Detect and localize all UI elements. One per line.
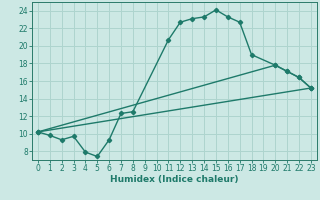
- X-axis label: Humidex (Indice chaleur): Humidex (Indice chaleur): [110, 175, 239, 184]
